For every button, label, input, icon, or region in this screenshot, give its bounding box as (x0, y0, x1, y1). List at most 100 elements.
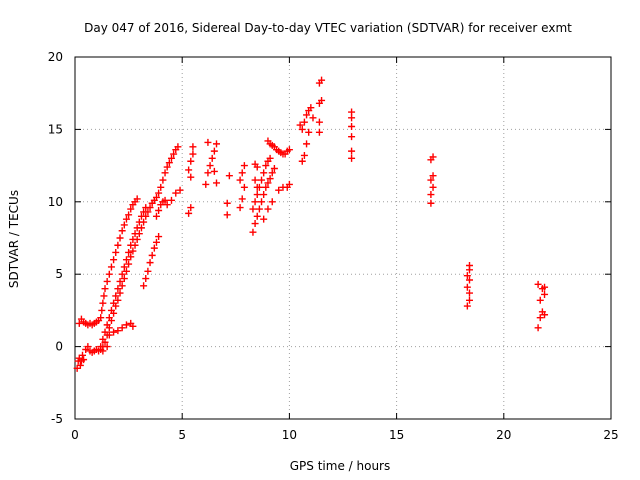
data-point (172, 189, 180, 197)
x-tick-label: 0 (71, 428, 79, 442)
data-point (255, 205, 263, 213)
data-point (157, 183, 165, 191)
data-point (258, 176, 266, 184)
x-tick-label: 25 (603, 428, 618, 442)
data-point (275, 186, 283, 194)
data-point (116, 277, 124, 285)
data-point (465, 289, 473, 297)
data-point (79, 351, 87, 359)
data-point (251, 220, 259, 228)
data-point (120, 263, 128, 271)
data-point (240, 162, 248, 170)
data-point (185, 209, 193, 217)
data-point (120, 221, 128, 229)
data-point (285, 180, 293, 188)
data-point (270, 164, 278, 172)
data-point (213, 140, 221, 148)
data-point (266, 154, 274, 162)
y-tick-label: 15 (48, 122, 63, 136)
data-point (204, 169, 212, 177)
data-points (73, 76, 549, 372)
data-point (303, 140, 311, 148)
data-point (118, 227, 126, 235)
y-tick-label: 20 (48, 50, 63, 64)
data-point (99, 299, 107, 307)
data-point (429, 153, 437, 161)
data-point (253, 183, 261, 191)
data-point (107, 263, 115, 271)
data-point (348, 108, 356, 116)
data-point (174, 143, 182, 151)
data-point (541, 290, 549, 298)
data-point (99, 335, 107, 343)
data-point (122, 215, 130, 223)
data-point (305, 128, 313, 136)
data-point (249, 228, 257, 236)
data-point (105, 331, 113, 339)
data-point (99, 347, 107, 355)
data-point (98, 306, 106, 314)
data-point (167, 154, 175, 162)
data-point (202, 180, 210, 188)
data-point (185, 166, 193, 174)
y-axis-label: SDTVAR / TECUs (7, 190, 21, 288)
data-point (100, 292, 108, 300)
data-point (167, 196, 175, 204)
data-point (268, 169, 276, 177)
data-point (429, 172, 437, 180)
data-point (140, 208, 148, 216)
data-point (427, 176, 435, 184)
data-point (105, 270, 113, 278)
data-point (296, 121, 304, 129)
data-point (465, 276, 473, 284)
data-point (76, 361, 84, 369)
data-point (163, 163, 171, 171)
data-point (163, 201, 171, 209)
chart-title: Day 047 of 2016, Sidereal Day-to-day VTE… (84, 21, 572, 35)
data-point (285, 146, 293, 154)
data-point (129, 247, 137, 255)
data-point (127, 241, 135, 249)
data-point (159, 176, 167, 184)
data-point (223, 211, 231, 219)
data-point (260, 191, 268, 199)
data-point (107, 306, 115, 314)
plot-frame (74, 56, 612, 420)
data-point (303, 111, 311, 119)
data-point (463, 302, 471, 310)
data-point (249, 205, 257, 213)
data-point (225, 172, 233, 180)
data-point (307, 104, 315, 112)
data-point (541, 283, 549, 291)
data-point (208, 154, 216, 162)
data-point (133, 224, 141, 232)
axis-ticks: 0 5 10 15 20 25 -5 0 5 10 15 20 (48, 50, 619, 442)
data-point (155, 233, 163, 241)
data-point (103, 277, 111, 285)
data-point (189, 143, 197, 151)
y-tick-label: -5 (51, 412, 63, 426)
data-point (112, 248, 120, 256)
y-tick-label: 0 (55, 340, 63, 354)
grid-lines (75, 57, 611, 419)
data-point (536, 314, 544, 322)
data-point (137, 212, 145, 220)
data-point (150, 244, 158, 252)
data-point (122, 267, 130, 275)
data-point (122, 321, 130, 329)
data-point (152, 238, 160, 246)
data-point (120, 275, 128, 283)
data-point (236, 176, 244, 184)
data-point (260, 215, 268, 223)
data-point (161, 169, 169, 177)
data-point (176, 186, 184, 194)
data-point (97, 343, 105, 351)
data-point (266, 175, 274, 183)
data-point (463, 272, 471, 280)
data-point (142, 204, 150, 212)
data-point (103, 321, 111, 329)
data-point (116, 234, 124, 242)
data-point (206, 162, 214, 170)
data-point (309, 114, 317, 122)
data-point (238, 195, 246, 203)
